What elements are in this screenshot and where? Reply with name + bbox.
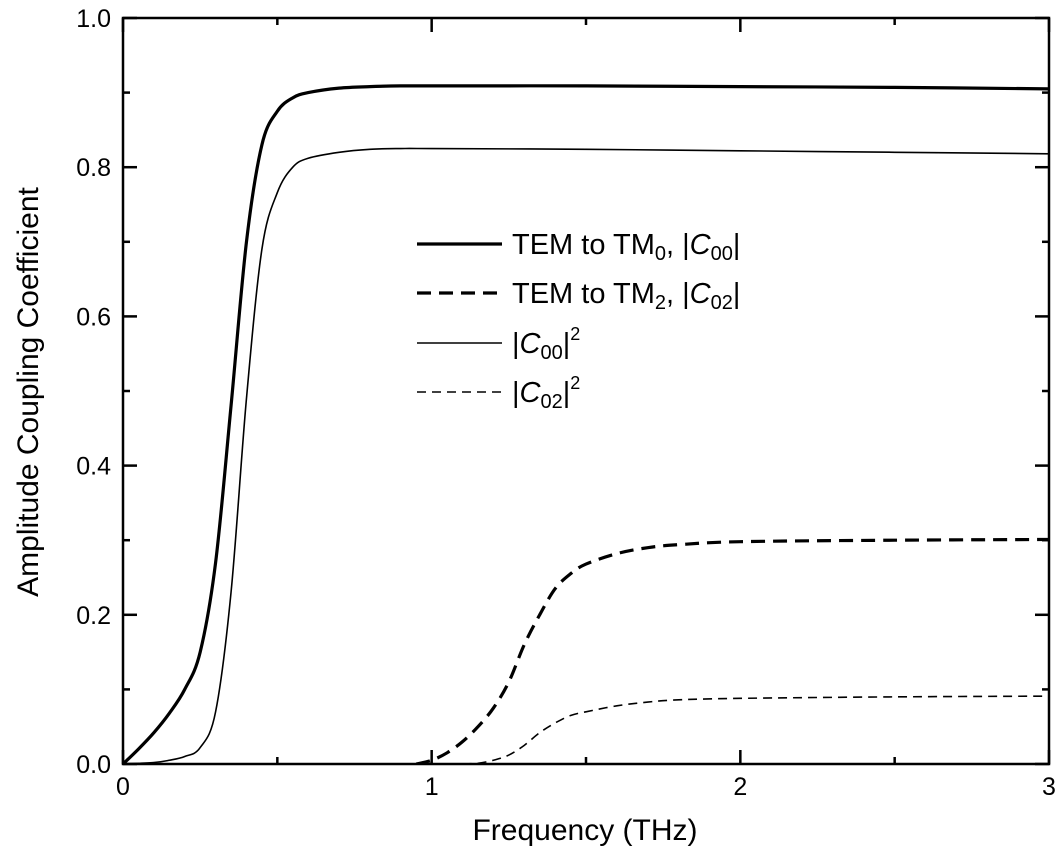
legend-text-part: , | xyxy=(666,229,690,261)
x-tick-label: 0 xyxy=(116,773,130,801)
series-line-1 xyxy=(415,537,1049,764)
x-axis-title: Frequency (THz) xyxy=(472,814,697,847)
y-tick-label: 0.4 xyxy=(76,453,111,481)
y-tick-label: 0.2 xyxy=(76,602,111,630)
legend-text-part: | xyxy=(512,377,520,409)
legend-text-part: | xyxy=(733,278,741,310)
legend-text-part: 02 xyxy=(711,292,733,314)
legend: TEM to TM0, |C00|TEM to TM2, |C02||C00|2… xyxy=(417,229,740,413)
legend-label-1: TEM to TM2, |C02| xyxy=(512,278,740,314)
legend-text-part: | xyxy=(563,377,571,409)
series-line-2 xyxy=(123,147,1049,764)
legend-text-part: 2 xyxy=(570,324,580,344)
y-tick-label: 0.0 xyxy=(76,751,111,779)
plot-frame xyxy=(121,16,1051,766)
legend-text-part: 02 xyxy=(541,391,563,413)
legend-text-part: 2 xyxy=(570,373,580,393)
legend-text-part: , | xyxy=(666,278,690,310)
legend-label-2: |C00|2 xyxy=(512,324,580,364)
y-axis-title: Amplitude Coupling Coefficient xyxy=(12,186,45,596)
series-line-0 xyxy=(123,84,1049,764)
legend-text-part: | xyxy=(512,328,520,360)
legend-text-part: C xyxy=(520,377,542,409)
legend-label-0: TEM to TM0, |C00| xyxy=(512,229,740,265)
legend-text-part: 0 xyxy=(655,243,666,265)
x-tick-label: 1 xyxy=(425,773,439,801)
series-line-3 xyxy=(462,695,1049,764)
legend-text-part: 2 xyxy=(655,292,666,314)
legend-label-3: |C02|2 xyxy=(512,373,580,413)
legend-text-part: | xyxy=(563,328,571,360)
y-tick-label: 0.8 xyxy=(76,154,111,182)
legend-text-part: TEM to TM xyxy=(512,278,655,310)
legend-text-part: 00 xyxy=(541,342,563,364)
legend-text-part: 00 xyxy=(711,243,733,265)
series-layer xyxy=(123,84,1049,764)
legend-text-part: C xyxy=(520,328,542,360)
legend-text-part: C xyxy=(690,229,712,261)
legend-text-part: TEM to TM xyxy=(512,229,655,261)
x-tick-label: 2 xyxy=(733,773,747,801)
legend-text-part: C xyxy=(690,278,712,310)
y-tick-label: 1.0 xyxy=(76,5,111,33)
legend-text-part: | xyxy=(733,229,741,261)
x-tick-label: 3 xyxy=(1042,773,1056,801)
y-tick-label: 0.6 xyxy=(76,303,111,331)
